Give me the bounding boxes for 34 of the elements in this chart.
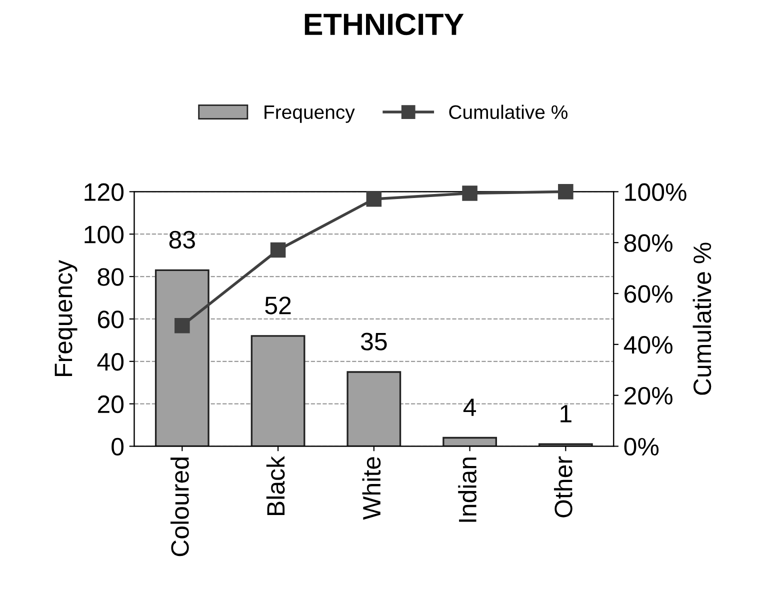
y-tick-label: 20: [98, 395, 124, 414]
y-tick-label: 60: [98, 310, 124, 328]
y-tick-label: 100: [84, 226, 124, 244]
bar: [442, 436, 497, 446]
y-tick-label: 0: [112, 438, 124, 456]
point: [366, 191, 382, 207]
data-label: 4: [463, 398, 476, 416]
y2-tick-label: 20%: [624, 386, 672, 405]
data-label: 1: [560, 405, 572, 422]
legend-label: Frequency: [264, 105, 355, 123]
point: [462, 186, 478, 201]
y2-tick-label: 100%: [625, 183, 686, 201]
y2-axis-title: Cumulative %: [692, 242, 712, 395]
legend-label: Cumulative %: [449, 104, 568, 120]
y-axis-title: Frequency: [54, 260, 78, 376]
data-label: 52: [265, 296, 291, 314]
x-tick-label: Indian: [458, 458, 476, 522]
y-tick-label: 40: [97, 353, 124, 371]
data-label: 35: [360, 332, 387, 350]
y2-tick-label: 80%: [624, 234, 672, 252]
y2-tick-label: 60%: [624, 285, 672, 303]
y-tick-label: 120: [84, 183, 124, 201]
data-label: 83: [169, 230, 195, 249]
point: [174, 318, 190, 334]
x-tick-label: Other: [554, 456, 572, 518]
y2-tick-label: 0%: [624, 438, 659, 456]
point: [558, 184, 574, 200]
x-tick-label: Coloured: [170, 458, 189, 556]
y-tick-label: 80: [98, 268, 124, 286]
x-tick-label: Black: [266, 456, 285, 516]
x-tick-label: White: [362, 457, 381, 520]
y2-tick-label: 40%: [624, 336, 672, 354]
point: [270, 242, 286, 258]
chart-title: ETHNICITY: [304, 14, 464, 36]
